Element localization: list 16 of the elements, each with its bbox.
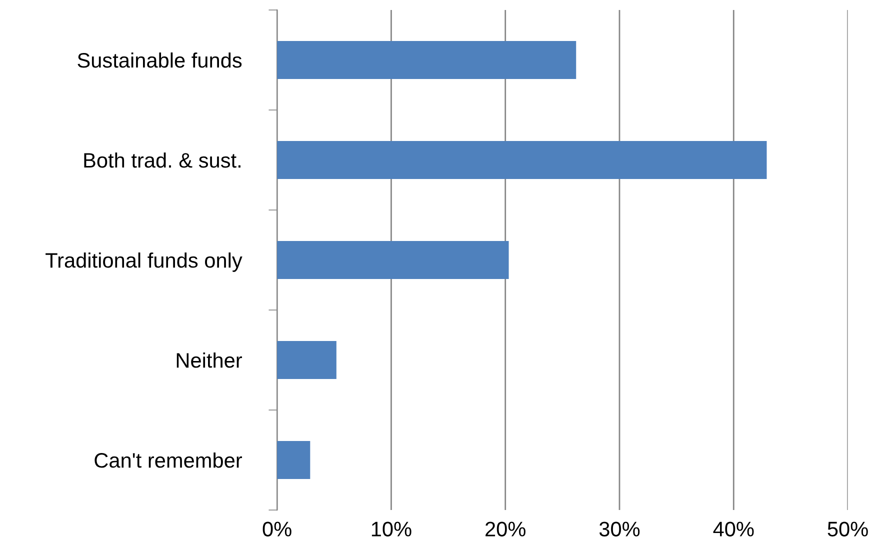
x-tick-label: 20% — [486, 522, 526, 536]
y-tick-label: Both trad. & sust. — [84, 152, 240, 168]
bar — [277, 40, 576, 79]
bar — [277, 441, 310, 480]
y-tick-label: Traditional funds only — [46, 252, 242, 272]
x-tick-label: 30% — [599, 522, 640, 536]
x-tick-label: 10% — [372, 522, 412, 536]
x-tick-label: 50% — [828, 522, 868, 536]
x-tick-label: 40% — [713, 522, 754, 536]
bar — [277, 341, 336, 380]
x-tick-label: 0% — [262, 522, 292, 536]
bar — [277, 141, 767, 180]
y-tick-label: Neither — [176, 352, 242, 368]
y-tick-label: Can't remember — [94, 452, 242, 468]
y-tick-label: Sustainable funds — [78, 52, 242, 68]
bar — [277, 241, 509, 280]
